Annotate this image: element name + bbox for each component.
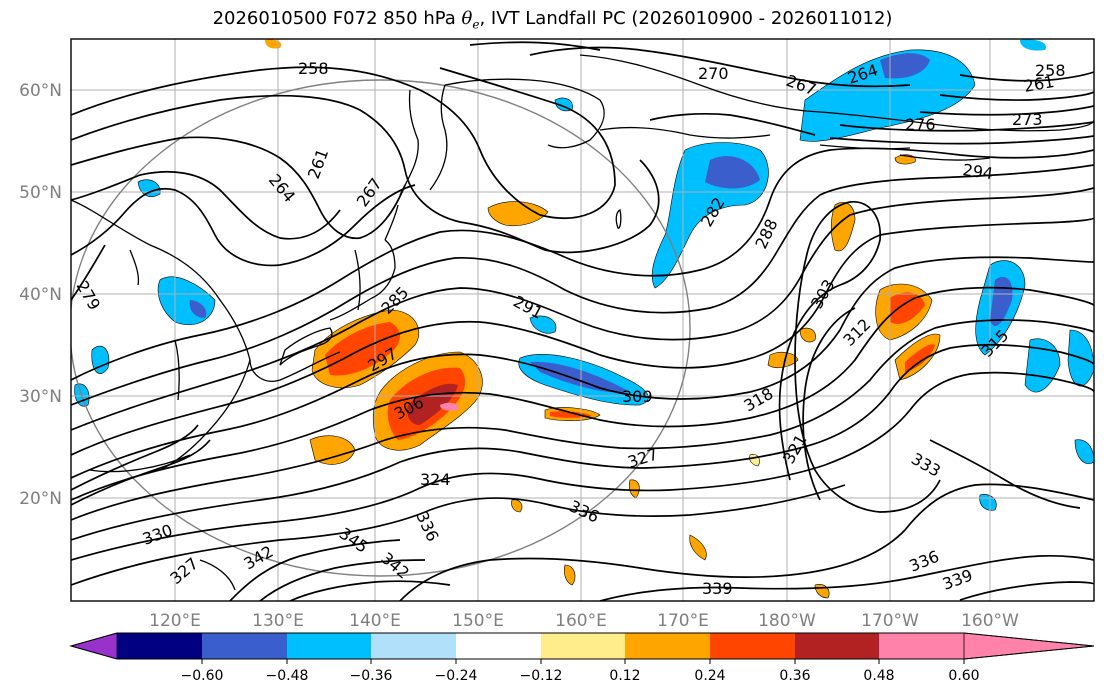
colorbar-tick-label: −0.12 <box>520 668 563 684</box>
contour-label: 276 <box>905 115 936 134</box>
colorbar-segment <box>371 633 456 659</box>
colorbar: −0.60 −0.48 −0.36 −0.24 −0.12 0.12 0.24 … <box>69 632 1095 684</box>
lon-label: 170°W <box>861 611 919 631</box>
map-area: 258 270 267 264 261 264 267 279 285 291 … <box>71 39 1094 601</box>
colorbar-tick-label: −0.60 <box>181 668 224 684</box>
latitude-labels: 60°N 50°N 40°N 30°N 20°N <box>19 81 62 509</box>
lat-label: 30°N <box>19 387 62 407</box>
contour-label: 270 <box>698 64 729 83</box>
colorbar-segment <box>795 633 879 659</box>
colorbar-tick-label: 0.60 <box>948 668 979 684</box>
colorbar-segment <box>625 633 710 659</box>
colorbar-segment <box>710 633 795 659</box>
lat-label: 40°N <box>19 285 62 305</box>
colorbar-tick-label: −0.24 <box>435 668 478 684</box>
map-frame <box>70 38 1095 602</box>
colorbar-segment <box>456 633 541 659</box>
lat-label: 20°N <box>19 489 62 509</box>
colorbar-tick-label: −0.36 <box>350 668 393 684</box>
lon-label: 160°W <box>961 611 1019 631</box>
colorbar-segment <box>202 633 287 659</box>
lon-label: 120°E <box>149 611 201 631</box>
contour-label: 258 <box>298 59 329 78</box>
colorbar-tick-label: 0.36 <box>779 668 810 684</box>
lon-label: 180°W <box>758 611 816 631</box>
colorbar-tick-label: −0.48 <box>266 668 309 684</box>
contour-label: 258 <box>1035 61 1066 80</box>
lon-label: 130°E <box>252 611 304 631</box>
contour-label: 294 <box>961 160 994 183</box>
colorbar-tick-label: 0.48 <box>863 668 894 684</box>
lat-label: 60°N <box>19 81 62 101</box>
lon-label: 140°E <box>349 611 401 631</box>
colorbar-segment <box>117 633 202 659</box>
contour-label: 309 <box>622 387 653 406</box>
positive-anomaly-shading <box>265 39 941 599</box>
contour-label: 339 <box>702 579 733 598</box>
title-suffix: , IVT Landfall PC (2026010900 - 20260110… <box>479 8 893 29</box>
longitude-labels: 120°E 130°E 140°E 150°E 160°E 170°E 180°… <box>149 611 1019 631</box>
title-prefix: 2026010500 F072 850 hPa <box>212 8 462 29</box>
negative-anomaly-shading <box>74 39 1094 511</box>
colorbar-extend-low <box>69 632 118 660</box>
lat-label: 50°N <box>19 183 62 203</box>
lon-label: 160°E <box>555 611 607 631</box>
contour-label: 273 <box>1012 110 1043 129</box>
colorbar-segment <box>541 633 625 659</box>
colorbar-tick-label: 0.24 <box>694 668 725 684</box>
gridlines <box>71 39 1094 601</box>
colorbar-extend-high <box>963 632 1095 660</box>
title-subscript: e <box>472 17 480 32</box>
title-theta-symbol: θ <box>461 8 473 29</box>
domain-circle <box>71 79 691 577</box>
theta-e-contours <box>71 41 1094 601</box>
colorbar-segment <box>879 633 964 659</box>
map-title: 2026010500 F072 850 hPa θe, IVT Landfall… <box>0 8 1105 32</box>
contour-label: 324 <box>420 470 451 489</box>
colorbar-segment <box>287 633 371 659</box>
lon-label: 170°E <box>657 611 709 631</box>
colorbar-outline <box>69 632 1095 660</box>
colorbar-tick-label: 0.12 <box>609 668 640 684</box>
lon-label: 150°E <box>452 611 504 631</box>
